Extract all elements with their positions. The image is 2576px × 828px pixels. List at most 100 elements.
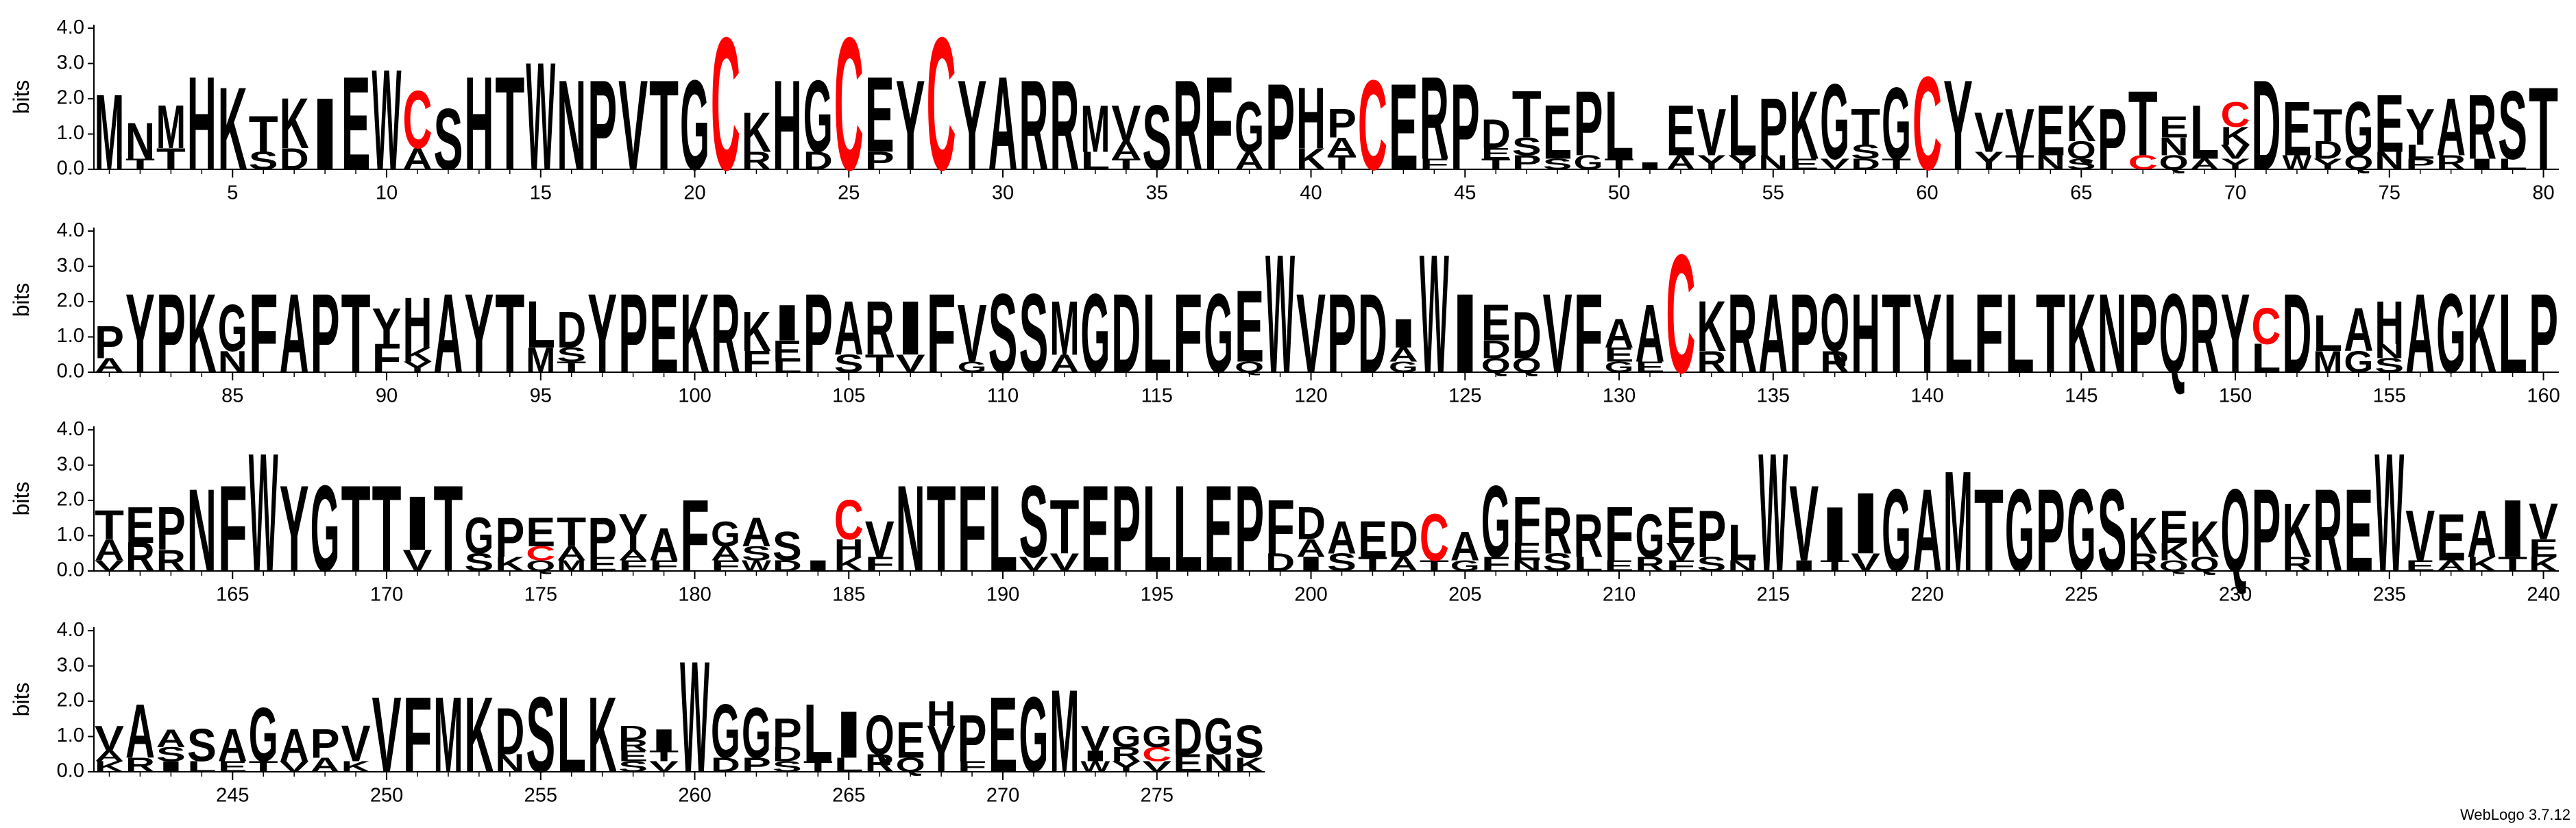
logo-letter: Q — [2159, 557, 2189, 574]
logo-letter: R — [2436, 151, 2466, 174]
y-tick-label: 4.0 — [57, 418, 84, 440]
y-tick-label: 4.0 — [57, 619, 84, 641]
logo-letter: E — [1481, 294, 1511, 352]
x-tick-label: 275 — [1141, 785, 1174, 807]
logo-letter: K — [1789, 71, 1819, 180]
x-tick-label: 130 — [1603, 385, 1636, 407]
logo-letter: Y — [1943, 53, 1973, 197]
logo-stack: P — [1235, 459, 1264, 597]
logo-letter: A — [2190, 156, 2220, 173]
logo-letter: N — [1727, 557, 1757, 574]
logo-stack: RK — [742, 101, 771, 175]
logo-letter: A — [1758, 270, 1788, 396]
logo-letter: E — [2159, 502, 2189, 553]
logo-letter: I — [1080, 747, 1110, 764]
logo-letter: G — [1389, 358, 1418, 376]
logo-stack: L — [557, 674, 586, 794]
logo-stack: TL — [1605, 71, 1634, 180]
logo-letter: Y — [125, 270, 155, 396]
logo-stack: AP — [311, 721, 340, 777]
y-tick-label: 1.0 — [57, 524, 84, 546]
x-tick-label: 90 — [376, 385, 398, 407]
logo-stack: Y — [1912, 270, 1942, 396]
logo-stack: T — [649, 53, 679, 197]
logo-letter: D — [557, 301, 586, 358]
logo-stack: KHC — [834, 489, 864, 575]
logo-letter: P — [865, 146, 895, 175]
logo-letter: A — [834, 285, 864, 372]
logo-letter: L — [1142, 270, 1171, 396]
logo-letter: V — [95, 718, 124, 758]
y-tick-label: 3.0 — [57, 453, 84, 475]
logo-stack: IAD — [1296, 498, 1326, 576]
logo-stack: AM — [1049, 285, 1079, 378]
logo-letter: F — [1666, 557, 1695, 574]
logo-stack: P — [2098, 90, 2127, 188]
x-tick-label: 255 — [524, 785, 557, 807]
logo-letter: D — [773, 557, 802, 574]
logo-letter: A — [433, 270, 463, 396]
x-tick-label: 245 — [216, 785, 249, 807]
logo-letter: C — [2128, 151, 2158, 174]
logo-letter: A — [618, 546, 648, 563]
logo-letter: E — [1543, 89, 1572, 175]
logo-letter: G — [1882, 465, 1911, 596]
logo-stack: R — [1173, 53, 1202, 197]
logo-letter: P — [311, 270, 340, 396]
logo-letter: W — [2374, 418, 2404, 607]
logo-stack: EV — [2405, 495, 2435, 576]
logo-stack: TL — [803, 687, 833, 779]
y-axis-label: bits — [9, 683, 34, 717]
logo-letter: W — [1420, 219, 1449, 408]
x-tick-label: 30 — [992, 182, 1014, 204]
logo-letter: E — [1512, 537, 1542, 566]
logo-letter: G — [249, 692, 278, 778]
logo-letter: R — [865, 748, 895, 777]
logo-stack: H — [464, 49, 494, 198]
logo-letter: G — [958, 358, 987, 376]
logo-letter: E — [2436, 500, 2466, 574]
logo-letter: P — [1327, 270, 1357, 396]
logo-letter: Q — [865, 704, 895, 767]
logo-stack: TC — [1420, 500, 1449, 574]
x-tick-label: 190 — [986, 584, 1019, 606]
logo-letter: P — [958, 701, 987, 775]
logo-stack: R — [711, 270, 740, 396]
logo-letter: Y — [587, 270, 617, 396]
logo-letter: P — [2098, 90, 2127, 188]
logo-letter: A — [280, 720, 309, 772]
logo-letter: E — [618, 747, 648, 764]
logo-stack: F — [1974, 270, 2004, 396]
logo-letter: R — [1111, 742, 1141, 766]
logo-letter: V — [1019, 552, 1049, 576]
logo-stack: TV — [2005, 95, 2034, 174]
logo-stack: VS — [1019, 464, 1049, 579]
x-tick-label: 200 — [1294, 584, 1327, 606]
logo-stack: W — [372, 39, 402, 200]
x-tick-label: 25 — [838, 182, 860, 204]
logo-letter: S — [1851, 140, 1880, 163]
x-tick-label: 125 — [1448, 385, 1481, 407]
logo-letter: K — [2467, 270, 2496, 396]
logo-stack: LR — [1574, 502, 1603, 575]
logo-stack: DG — [803, 59, 833, 175]
logo-letter: C — [834, 489, 864, 552]
logo-letter: A — [988, 49, 1018, 198]
logo-letter: Y — [2221, 270, 2250, 396]
logo-stack: P — [803, 270, 833, 396]
logo-stack: TSD — [557, 301, 586, 376]
logo-letter: R — [125, 534, 155, 580]
x-tick-label: 95 — [530, 385, 552, 407]
logo-letter: F — [865, 552, 895, 576]
logo-letter: C — [1420, 500, 1449, 574]
logo-letter: Q — [2067, 136, 2096, 165]
logo-stack: M — [1943, 441, 1973, 602]
x-tick-label: 265 — [832, 785, 865, 807]
logo-stack: TI — [2498, 483, 2527, 576]
logo-letter: W — [680, 628, 709, 806]
logo-letter: T — [1512, 77, 1542, 151]
logo-letter: I — [1389, 310, 1418, 356]
logo-letter: F — [1574, 270, 1603, 396]
logo-letter: S — [1235, 716, 1264, 768]
